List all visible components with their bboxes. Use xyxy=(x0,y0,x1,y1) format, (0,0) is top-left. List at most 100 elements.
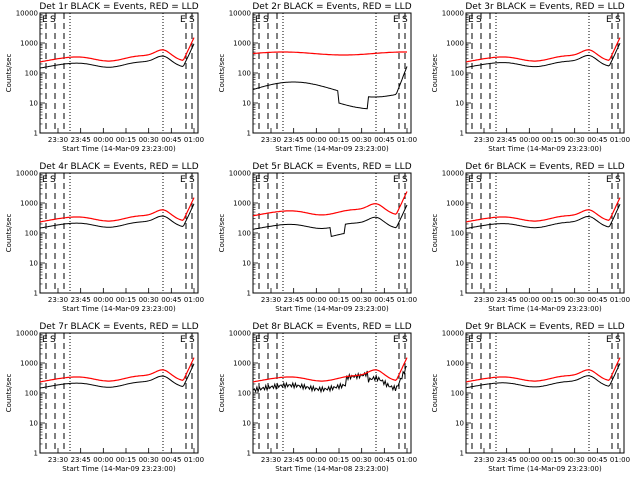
x-tick-label: 23:45 xyxy=(497,456,517,464)
y-tick-label: 1 xyxy=(460,450,464,458)
x-tick-label: 23:30 xyxy=(48,456,68,464)
series-line-lld xyxy=(252,191,408,217)
segment-marker-E: E xyxy=(393,175,399,185)
segment-marker-E: E xyxy=(180,15,186,25)
segment-marker-S: S xyxy=(402,335,408,345)
y-tick-label: 1000 xyxy=(20,40,38,48)
x-axis-label: Start Time (14-Mar-09 23:23:00) xyxy=(488,465,602,473)
y-tick-label: 10000 xyxy=(229,10,251,18)
x-tick-label: 23:30 xyxy=(48,136,68,144)
y-tick-label: 1000 xyxy=(446,200,464,208)
x-tick-label: 00:45 xyxy=(587,456,607,464)
y-tick-label: 10 xyxy=(242,420,251,428)
segment-marker-E: E xyxy=(393,15,399,25)
x-tick-label: 00:45 xyxy=(587,296,607,304)
x-tick-label: 00:15 xyxy=(116,136,136,144)
y-tick-label: 1000 xyxy=(20,360,38,368)
chart-panel-4: Det 4r BLACK = Events, RED = LLD 1 10 100 10… xyxy=(5,162,204,313)
y-tick-label: 10 xyxy=(242,260,251,268)
chart-panel-2: Det 2r BLACK = Events, RED = LLD 1 10 100 10… xyxy=(218,2,417,153)
y-tick-label: 10 xyxy=(455,260,464,268)
series-line-lld xyxy=(252,51,407,56)
x-tick-label: 01:00 xyxy=(184,296,204,304)
x-tick-label: 00:45 xyxy=(161,136,181,144)
segment-marker-E: E xyxy=(42,335,48,345)
series-line-lld xyxy=(465,197,621,223)
y-tick-label: 10000 xyxy=(16,170,38,178)
x-tick-label: 00:00 xyxy=(93,136,113,144)
x-tick-label: 00:00 xyxy=(519,136,539,144)
y-tick-label: 10000 xyxy=(442,170,464,178)
x-tick-label: 00:15 xyxy=(329,456,349,464)
segment-marker-E: E xyxy=(255,175,261,185)
x-tick-label: 00:45 xyxy=(161,296,181,304)
chart-title: Det 9r BLACK = Events, RED = LLD xyxy=(465,322,624,332)
chart-panel-7: Det 7r BLACK = Events, RED = LLD 1 10 100 10… xyxy=(5,322,204,473)
segment-marker-E: E xyxy=(468,15,474,25)
segment-marker-E: E xyxy=(393,335,399,345)
x-axis-label: Start Time (14-Mar-09 23:23:00) xyxy=(275,305,389,313)
x-tick-label: 23:45 xyxy=(284,296,304,304)
y-tick-label: 10 xyxy=(455,420,464,428)
x-tick-label: 23:45 xyxy=(71,456,91,464)
y-tick-label: 100 xyxy=(451,70,464,78)
y-axis-label: Counts/sec xyxy=(5,214,13,253)
series-line-events xyxy=(39,43,195,69)
x-tick-label: 23:30 xyxy=(48,296,68,304)
series-line-lld xyxy=(39,37,195,63)
y-tick-label: 10 xyxy=(455,100,464,108)
x-tick-label: 00:15 xyxy=(329,136,349,144)
x-tick-label: 00:45 xyxy=(374,136,394,144)
y-axis-label: Counts/sec xyxy=(431,214,439,253)
segment-marker-E: E xyxy=(180,335,186,345)
series-line-events xyxy=(252,66,408,110)
y-tick-label: 10000 xyxy=(442,10,464,18)
x-tick-label: 00:30 xyxy=(352,456,372,464)
x-tick-label: 01:00 xyxy=(184,456,204,464)
segment-marker-S: S xyxy=(189,175,195,185)
segment-marker-S: S xyxy=(615,175,621,185)
x-tick-label: 00:00 xyxy=(306,296,326,304)
x-tick-label: 23:45 xyxy=(71,136,91,144)
y-axis-label: Counts/sec xyxy=(218,214,226,253)
segment-marker-E: E xyxy=(42,15,48,25)
y-tick-label: 10000 xyxy=(229,330,251,338)
x-tick-label: 00:00 xyxy=(93,296,113,304)
x-tick-label: 00:45 xyxy=(161,456,181,464)
x-tick-label: 23:30 xyxy=(474,456,494,464)
chart-title: Det 6r BLACK = Events, RED = LLD xyxy=(465,162,624,172)
x-tick-label: 00:30 xyxy=(565,456,585,464)
chart-title: Det 2r BLACK = Events, RED = LLD xyxy=(252,2,411,12)
y-axis-label: Counts/sec xyxy=(5,374,13,413)
series-line-lld xyxy=(39,197,195,223)
segment-marker-S: S xyxy=(50,15,56,25)
y-tick-label: 1 xyxy=(247,290,251,298)
x-tick-label: 00:15 xyxy=(542,296,562,304)
x-tick-label: 00:00 xyxy=(306,456,326,464)
x-tick-label: 23:30 xyxy=(474,136,494,144)
x-tick-label: 00:00 xyxy=(519,296,539,304)
y-tick-label: 100 xyxy=(25,390,38,398)
y-tick-label: 1 xyxy=(460,130,464,138)
y-tick-label: 100 xyxy=(238,230,251,238)
y-tick-label: 1 xyxy=(247,130,251,138)
segment-marker-E: E xyxy=(606,15,612,25)
x-tick-label: 00:15 xyxy=(116,296,136,304)
x-tick-label: 00:30 xyxy=(565,296,585,304)
x-axis-label: Start Time (14-Mar-09 23:23:00) xyxy=(488,145,602,153)
x-tick-label: 23:30 xyxy=(261,136,281,144)
series-line-lld xyxy=(465,37,621,63)
y-tick-label: 100 xyxy=(238,70,251,78)
segment-marker-S: S xyxy=(50,175,56,185)
x-tick-label: 00:15 xyxy=(542,136,562,144)
x-axis-label: Start Time (14-Mar-09 23:23:00) xyxy=(488,305,602,313)
y-tick-label: 10 xyxy=(29,420,38,428)
y-tick-label: 1000 xyxy=(446,360,464,368)
x-tick-label: 00:00 xyxy=(306,136,326,144)
x-tick-label: 01:00 xyxy=(184,136,204,144)
segment-marker-S: S xyxy=(615,335,621,345)
x-axis-label: Start Time (14-Mar-09 23:23:00) xyxy=(275,145,389,153)
x-axis-label: Start Time (14-Mar-09 23:23:00) xyxy=(62,305,176,313)
y-axis-label: Counts/sec xyxy=(431,54,439,93)
